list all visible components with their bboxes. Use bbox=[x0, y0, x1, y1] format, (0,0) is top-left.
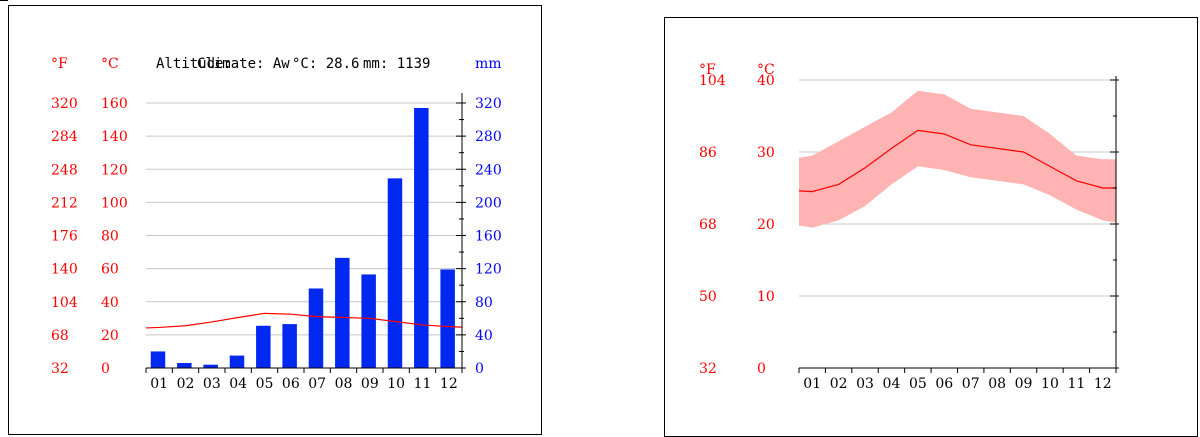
fahrenheit-tick-label: 284 bbox=[51, 129, 78, 145]
month-tick-label: 06 bbox=[282, 376, 300, 392]
left-panel-corner bbox=[0, 0, 8, 6]
month-tick-label: 05 bbox=[256, 376, 274, 392]
celsius-tick-label: 120 bbox=[101, 162, 128, 178]
mm-tick-label: 160 bbox=[475, 229, 502, 245]
celsius-tick-label: 0 bbox=[757, 361, 766, 377]
right-chart-svg: 104 40 86 30 68 20 50 10 32 0 °F °C 01 02 03 04 05 06 07 08… bbox=[699, 62, 1119, 392]
celsius-tick-label: 60 bbox=[101, 262, 119, 278]
precipitation-bar bbox=[150, 351, 166, 368]
right-labels: 104 40 86 30 68 20 50 10 32 0 °F °C 01 02 03 04 05 06 07 08… bbox=[699, 62, 1112, 392]
fahrenheit-tick-label: 86 bbox=[699, 145, 717, 161]
mm-tick-label: 280 bbox=[475, 129, 502, 145]
celsius-tick-label: 100 bbox=[101, 195, 128, 211]
month-tick-label: 04 bbox=[883, 376, 901, 392]
month-tick-label: 02 bbox=[830, 376, 848, 392]
month-tick-label: 11 bbox=[414, 376, 432, 392]
month-tick-label: 09 bbox=[1015, 376, 1033, 392]
precipitation-bar bbox=[177, 363, 192, 368]
header-climate: Climate: Aw bbox=[197, 56, 290, 72]
month-tick-label: 10 bbox=[387, 376, 405, 392]
month-tick-label: 11 bbox=[1067, 376, 1085, 392]
temperature-line bbox=[145, 312, 463, 329]
celsius-unit: °C bbox=[101, 56, 119, 72]
month-tick-label: 03 bbox=[856, 376, 874, 392]
precipitation-bar bbox=[387, 178, 403, 368]
precipitation-bar bbox=[335, 257, 350, 368]
header-altitude: Altitude: bbox=[156, 56, 232, 72]
fahrenheit-tick-label: 50 bbox=[699, 289, 717, 305]
month-tick-label: 12 bbox=[440, 376, 458, 392]
fahrenheit-tick-label: 104 bbox=[51, 295, 78, 311]
left-grid bbox=[146, 102, 462, 336]
month-tick-label: 09 bbox=[361, 376, 379, 392]
fahrenheit-unit: °F bbox=[699, 62, 716, 78]
precipitation-bar bbox=[282, 324, 297, 368]
month-tick-label: 10 bbox=[1041, 376, 1059, 392]
fahrenheit-tick-label: 176 bbox=[51, 229, 78, 245]
mm-tick-label: 320 bbox=[475, 96, 502, 112]
mm-unit: mm bbox=[475, 56, 502, 72]
mm-tick-label: 80 bbox=[475, 295, 493, 311]
right-temperature-line bbox=[798, 129, 1116, 193]
celsius-tick-label: 140 bbox=[101, 129, 128, 145]
right-axes bbox=[798, 76, 1119, 373]
month-tick-label: 07 bbox=[962, 376, 980, 392]
right-temperature-band bbox=[799, 90, 1116, 228]
fahrenheit-unit: °F bbox=[51, 56, 68, 72]
celsius-tick-label: 40 bbox=[757, 73, 775, 89]
month-tick-label: 12 bbox=[1094, 376, 1112, 392]
precipitation-bar bbox=[308, 288, 324, 368]
left-axes bbox=[145, 93, 466, 373]
mm-tick-label: 240 bbox=[475, 162, 502, 178]
fahrenheit-tick-label: 140 bbox=[51, 262, 78, 278]
month-tick-label: 02 bbox=[177, 376, 195, 392]
celsius-tick-label: 160 bbox=[101, 96, 128, 112]
fahrenheit-tick-label: 212 bbox=[51, 195, 78, 211]
month-tick-label: 01 bbox=[150, 376, 168, 392]
month-tick-label: 07 bbox=[308, 376, 326, 392]
mean-temperature-line bbox=[798, 129, 1116, 193]
mm-tick-label: 40 bbox=[475, 328, 493, 344]
precipitation-temperature-chart: 320 160 320 284 140 280 248 120 240 212 100 200 176 8… bbox=[8, 5, 542, 435]
celsius-tick-label: 40 bbox=[101, 295, 119, 311]
month-tick-label: 01 bbox=[803, 376, 821, 392]
celsius-unit: °C bbox=[757, 62, 775, 78]
fahrenheit-tick-label: 32 bbox=[51, 361, 69, 377]
fahrenheit-tick-label: 32 bbox=[699, 361, 717, 377]
mm-tick-label: 120 bbox=[475, 262, 502, 278]
month-tick-label: 04 bbox=[229, 376, 247, 392]
celsius-tick-label: 10 bbox=[757, 289, 775, 305]
mm-tick-label: 200 bbox=[475, 195, 502, 211]
left-bars bbox=[150, 107, 455, 368]
precipitation-bar bbox=[414, 107, 429, 368]
month-tick-label: 05 bbox=[909, 376, 927, 392]
month-tick-label: 08 bbox=[988, 376, 1006, 392]
left-temperature-line bbox=[145, 312, 463, 329]
celsius-tick-label: 0 bbox=[101, 361, 110, 377]
header-temp: °C: 28.6 bbox=[292, 56, 359, 72]
celsius-tick-label: 30 bbox=[757, 145, 775, 161]
precipitation-bar bbox=[256, 325, 271, 368]
precipitation-bar bbox=[361, 274, 376, 368]
fahrenheit-tick-label: 68 bbox=[51, 328, 69, 344]
precipitation-bar bbox=[203, 364, 218, 368]
mm-tick-label: 0 bbox=[475, 361, 484, 377]
month-tick-label: 06 bbox=[935, 376, 953, 392]
celsius-tick-label: 20 bbox=[101, 328, 119, 344]
fahrenheit-tick-label: 248 bbox=[51, 162, 78, 178]
temperature-range-chart: 104 40 86 30 68 20 50 10 32 0 °F °C 01 02 03 04 05 06 07 08… bbox=[664, 17, 1198, 437]
header-precip: mm: 1139 bbox=[363, 56, 430, 72]
temperature-range-band bbox=[799, 90, 1116, 228]
fahrenheit-tick-label: 68 bbox=[699, 217, 717, 233]
fahrenheit-tick-label: 320 bbox=[51, 96, 78, 112]
celsius-tick-label: 80 bbox=[101, 229, 119, 245]
month-tick-label: 08 bbox=[335, 376, 353, 392]
precipitation-bar bbox=[229, 355, 245, 368]
celsius-tick-label: 20 bbox=[757, 217, 775, 233]
fahrenheit-tick-label: 104 bbox=[699, 73, 726, 89]
precipitation-bar bbox=[440, 269, 455, 368]
month-tick-label: 03 bbox=[203, 376, 221, 392]
